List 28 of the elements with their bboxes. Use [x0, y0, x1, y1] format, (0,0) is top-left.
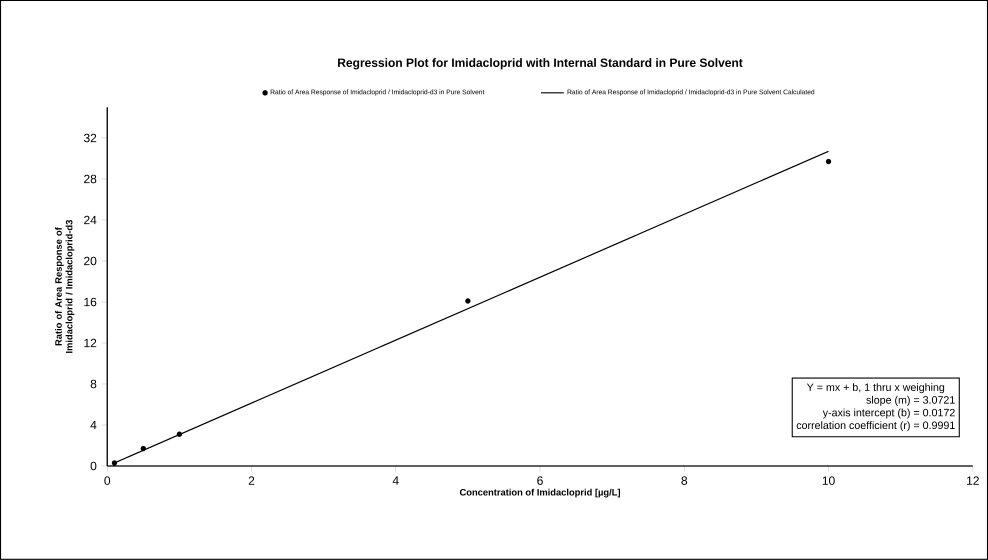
x-tick-label: 8	[681, 476, 688, 485]
y-tick-label: 32	[84, 134, 96, 142]
y-tick-label: 4	[90, 420, 96, 430]
y-axis-title: Ratio of Area Response of Imidacloprid / Imidacloprid-d3	[54, 220, 74, 353]
point	[176, 432, 182, 437]
x-axis-title: Concentration of Imidacloprid [µg/L]	[460, 488, 620, 498]
x-tick-label: 2	[248, 476, 254, 485]
y-tick-label: 0	[90, 462, 96, 470]
x-tick-label: 4	[392, 476, 399, 485]
y-tick-label: 12	[84, 338, 96, 348]
y-tick-label: 24	[84, 216, 96, 224]
annotation: y-axis intercept (b) = 0.0172	[822, 408, 955, 419]
y-tick-label: 16	[84, 298, 96, 306]
point	[112, 460, 118, 466]
y-tick-label: 20	[84, 256, 96, 266]
point	[826, 158, 832, 164]
chart-title: Regression Plot for Imidacloprid with Internal Standard in Pure Solvent	[338, 58, 743, 70]
annotation: slope (m) = 3.0721	[866, 396, 955, 406]
x-tick-label: 12	[967, 476, 979, 485]
y-tick-label: 8	[90, 380, 96, 388]
x-tick-label: 10	[822, 476, 835, 485]
annotation: correlation coefficient (r) = 0.9991	[796, 421, 955, 432]
y-tick-label: 28	[84, 174, 96, 184]
x-tick-label: 0	[104, 476, 110, 485]
annotation: Y = mx + b, 1 thru x weighing	[806, 383, 944, 394]
point	[465, 298, 471, 304]
x-tick-label: 6	[537, 476, 543, 485]
point	[140, 446, 146, 452]
